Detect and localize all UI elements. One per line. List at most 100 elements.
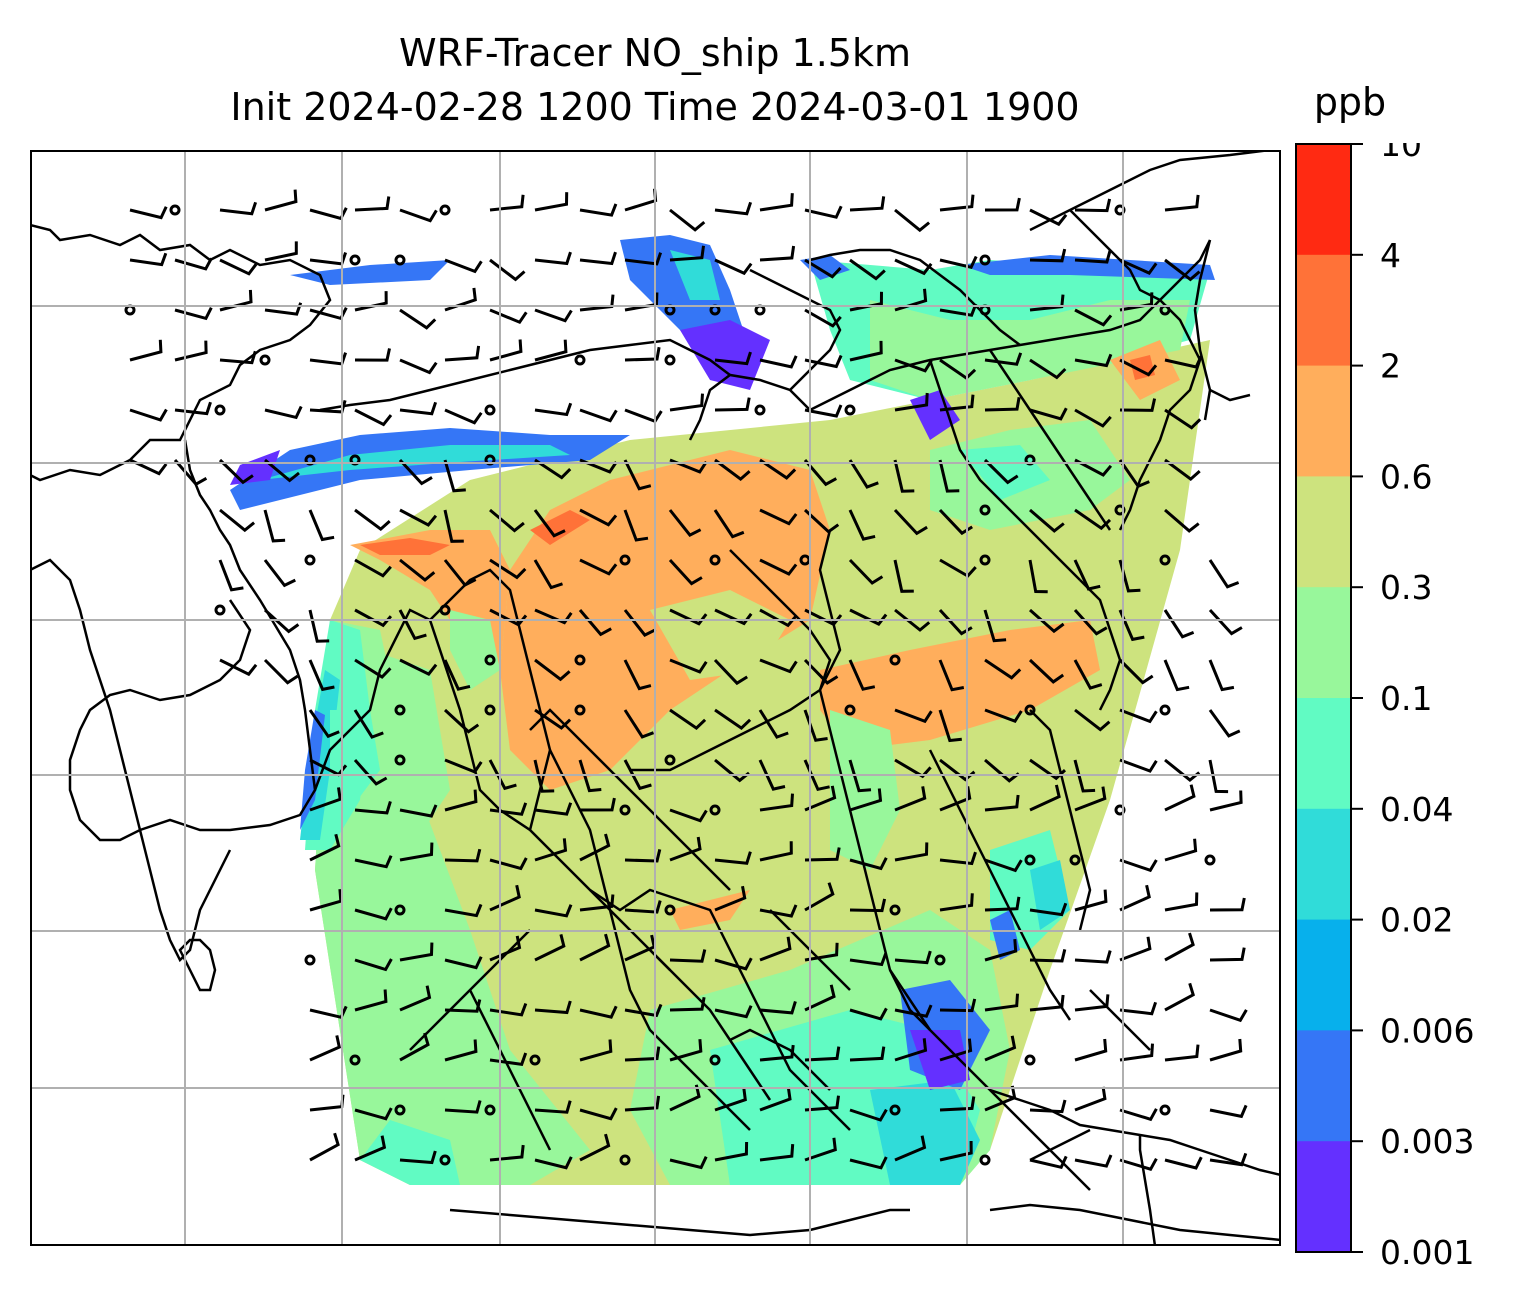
wind-barb: [714, 201, 753, 216]
calm-wind-marker: [709, 1054, 721, 1066]
wind-barb: [849, 1046, 886, 1062]
wind-barb: [129, 339, 163, 362]
wind-barb: [623, 459, 652, 491]
wind-barb: [1119, 858, 1158, 873]
wind-barb: [713, 509, 745, 539]
wind-barb: [624, 1095, 661, 1112]
wind-barb: [1118, 459, 1150, 489]
wind-barb: [444, 758, 483, 774]
wind-barb: [1119, 758, 1158, 773]
calm-wind-marker: [889, 904, 901, 916]
wind-barb: [309, 1132, 340, 1162]
wind-barb: [1164, 1044, 1200, 1062]
wind-barb: [129, 408, 168, 422]
wind-barb: [309, 207, 348, 221]
wind-barb: [1209, 1008, 1248, 1023]
wind-barb: [579, 933, 611, 962]
calm-wind-marker: [664, 904, 676, 916]
calm-wind-marker: [169, 204, 181, 216]
wind-barb: [804, 1137, 837, 1162]
wind-barb: [668, 558, 703, 586]
wind-barb: [534, 1000, 572, 1015]
wind-barb: [714, 851, 752, 865]
wind-barb: [354, 958, 393, 972]
wind-barb: [848, 459, 879, 489]
wind-barb: [354, 800, 392, 815]
wind-barb: [489, 339, 523, 362]
wind-barb: [624, 1046, 661, 1062]
wind-barb: [174, 340, 208, 362]
wind-barb: [534, 339, 568, 362]
wind-barb: [354, 348, 391, 362]
wind-barb: [714, 458, 751, 482]
colorbar-segment: [1296, 808, 1351, 921]
wind-barb: [939, 1038, 973, 1062]
wind-barb: [803, 459, 838, 487]
wind-barb: [444, 848, 482, 863]
calm-wind-marker: [979, 554, 991, 566]
wind-barb: [534, 658, 571, 682]
wind-barb: [354, 508, 391, 532]
wind-barb: [353, 759, 388, 786]
wind-barb: [579, 1133, 611, 1162]
wind-barb: [399, 401, 438, 416]
wind-barb: [759, 1143, 795, 1162]
wind-barb: [488, 759, 517, 791]
wind-barb: [534, 708, 572, 730]
wind-barb: [624, 188, 658, 212]
wind-barb: [1028, 559, 1048, 594]
wind-barb: [219, 201, 258, 216]
wind-barb: [894, 786, 927, 812]
wind-barbs: [124, 188, 1248, 1171]
tracer-concentration-field: [230, 235, 1215, 1185]
calm-wind-marker: [214, 404, 226, 416]
wind-barb: [624, 900, 662, 914]
wind-barb: [849, 1007, 888, 1021]
wind-barb: [939, 394, 975, 412]
colorbar-segment: [1296, 919, 1351, 1031]
calm-wind-marker: [1024, 1054, 1036, 1066]
wind-barb: [1208, 559, 1240, 589]
wind-barb: [533, 559, 563, 590]
wind-barb: [354, 907, 393, 921]
wind-barb: [804, 847, 841, 862]
wind-barb: [399, 985, 432, 1012]
wind-barb: [804, 608, 843, 627]
wind-barb: [1029, 758, 1067, 781]
wind-barb: [939, 1096, 976, 1112]
wind-barb: [399, 1150, 437, 1165]
wind-barb: [534, 1100, 572, 1114]
colorbar-segment: [1296, 254, 1351, 367]
wind-barb: [714, 708, 752, 731]
colorbar-segment: [1296, 1030, 1351, 1142]
wind-barb: [579, 558, 618, 576]
wind-barb: [1209, 897, 1246, 912]
wind-barb: [714, 351, 752, 366]
wind-barb: [803, 508, 840, 534]
wind-barb: [984, 938, 1018, 962]
wind-barb: [714, 885, 747, 912]
wind-barb: [804, 205, 843, 219]
wind-barb: [759, 841, 793, 862]
wind-barb: [1119, 1157, 1158, 1171]
wind-barb: [668, 509, 702, 537]
wind-barb: [939, 851, 977, 866]
wind-barb: [849, 608, 888, 626]
wind-barb: [264, 302, 303, 316]
wind-barb: [984, 1035, 1017, 1062]
wind-barb: [624, 346, 661, 362]
wind-barb: [938, 508, 973, 536]
wind-barb: [759, 1000, 797, 1015]
calm-wind-marker: [979, 254, 991, 266]
wind-barb: [938, 659, 965, 692]
wind-barb: [579, 1107, 618, 1121]
wind-barb: [1164, 758, 1201, 783]
wind-barb: [1029, 407, 1068, 421]
calm-wind-marker: [484, 654, 496, 666]
wind-barb: [399, 208, 438, 223]
wind-barb: [849, 258, 886, 281]
wind-barb: [309, 889, 343, 912]
wind-barb: [714, 608, 753, 626]
calm-wind-marker: [574, 654, 586, 666]
wind-barb: [1119, 936, 1152, 962]
